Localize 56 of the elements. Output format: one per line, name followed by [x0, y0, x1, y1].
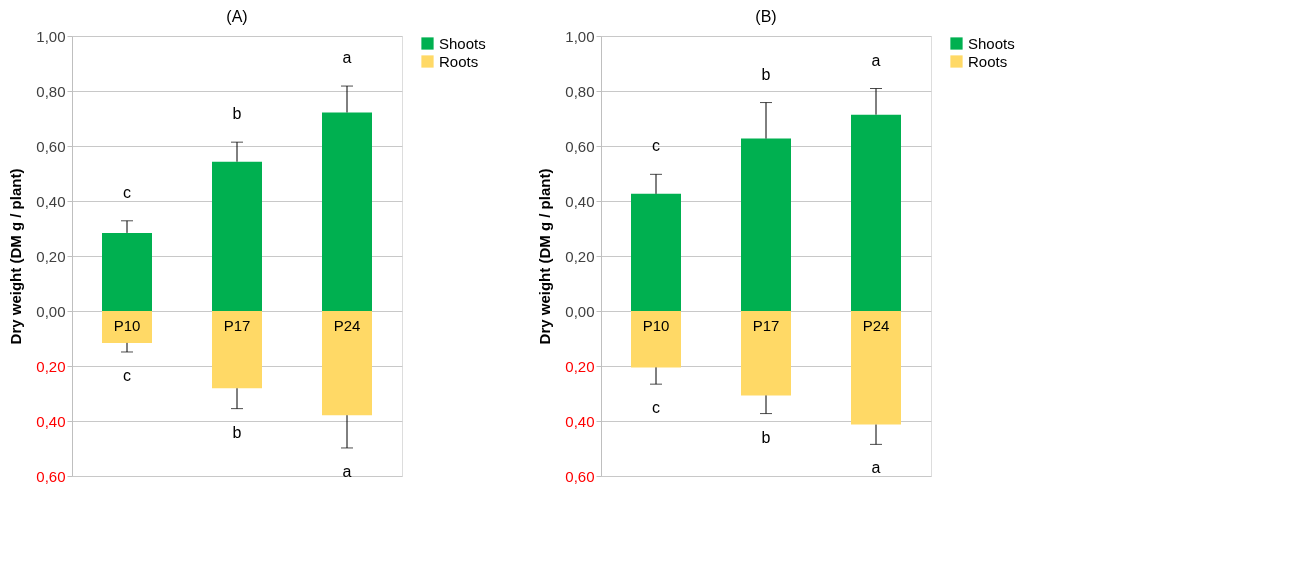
chart-title: (B): [755, 8, 777, 25]
x-tick-label: P10: [113, 317, 141, 334]
bar: [851, 311, 901, 425]
bar: [631, 193, 681, 311]
x-tick-label: P17: [752, 317, 780, 334]
y-tick-label: 0,40: [565, 412, 595, 430]
bar: [741, 138, 791, 311]
bar: [631, 311, 681, 368]
y-tick-label: 0,00: [36, 302, 66, 320]
y-tick-label: 0,60: [36, 137, 66, 155]
annotation: b: [761, 428, 771, 446]
y-tick-label: 0,80: [565, 82, 595, 100]
x-tick-label: P17: [223, 317, 251, 334]
y-tick-label: 0,40: [565, 192, 595, 210]
bar: [212, 311, 262, 389]
bar: [102, 232, 152, 311]
bar: [851, 114, 901, 311]
annotation: b: [232, 105, 242, 123]
annotation: b: [232, 423, 242, 441]
annotation: c: [123, 366, 131, 384]
x-tick-label: P24: [333, 317, 361, 334]
y-tick-label: 0,40: [36, 192, 66, 210]
legend-label: Shoots: [968, 34, 1015, 52]
y-tick-label: 0,20: [565, 357, 595, 375]
legend-label: Roots: [439, 52, 479, 70]
y-axis-title: Dry weight (DM g / plant): [7, 168, 25, 345]
y-axis-title: Dry weight (DM g / plant): [536, 168, 554, 345]
bar: [322, 311, 372, 416]
annotation: c: [652, 399, 660, 417]
annotation: c: [123, 183, 131, 201]
y-tick-label: 0,60: [565, 467, 595, 485]
bar: [212, 161, 262, 311]
y-tick-label: 0,00: [565, 302, 595, 320]
y-tick-label: 1,00: [565, 27, 595, 45]
y-tick-label: 0,80: [36, 82, 66, 100]
bar: [102, 311, 152, 343]
legend-label: Shoots: [439, 34, 486, 52]
annotation: a: [342, 462, 352, 480]
annotation: a: [871, 51, 881, 69]
x-tick-label: P24: [862, 317, 890, 334]
y-tick-label: 0,20: [36, 357, 66, 375]
chart-title: (A): [226, 8, 248, 25]
legend-label: Roots: [968, 52, 1008, 70]
y-tick-label: 0,60: [565, 137, 595, 155]
y-tick-label: 0,60: [36, 467, 66, 485]
annotation: c: [652, 137, 660, 155]
annotation: b: [761, 65, 771, 83]
bar: [741, 311, 791, 396]
annotation: a: [342, 49, 352, 67]
y-tick-label: 0,20: [565, 247, 595, 265]
y-tick-label: 1,00: [36, 27, 66, 45]
x-tick-label: P10: [642, 317, 670, 334]
bar: [322, 112, 372, 311]
y-tick-label: 0,40: [36, 412, 66, 430]
annotation: a: [871, 459, 881, 477]
y-tick-label: 0,20: [36, 247, 66, 265]
